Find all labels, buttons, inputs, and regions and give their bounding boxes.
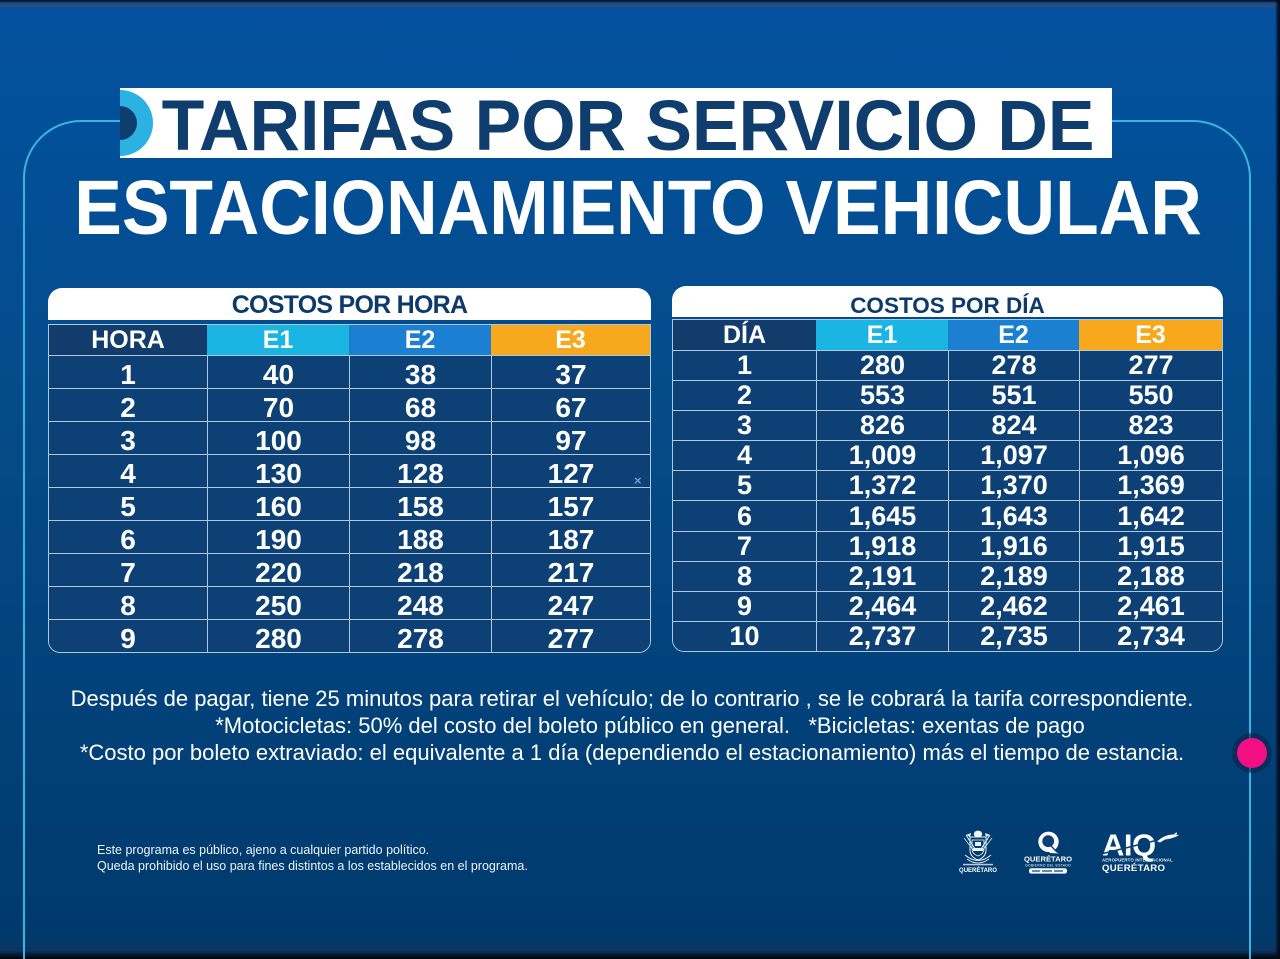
svg-text:QUERÉTARO: QUERÉTARO (959, 866, 997, 874)
svg-text:QUERÉTARO: QUERÉTARO (1102, 862, 1166, 874)
svg-text:QUERÉTARO: QUERÉTARO (1024, 855, 1072, 864)
svg-text:AEROPUERTO INTERNACIONAL: AEROPUERTO INTERNACIONAL (1102, 858, 1173, 863)
svg-text:GOBIERNO DEL ESTADO: GOBIERNO DEL ESTADO (1025, 864, 1071, 868)
svg-text:AIQ: AIQ (1102, 828, 1156, 863)
